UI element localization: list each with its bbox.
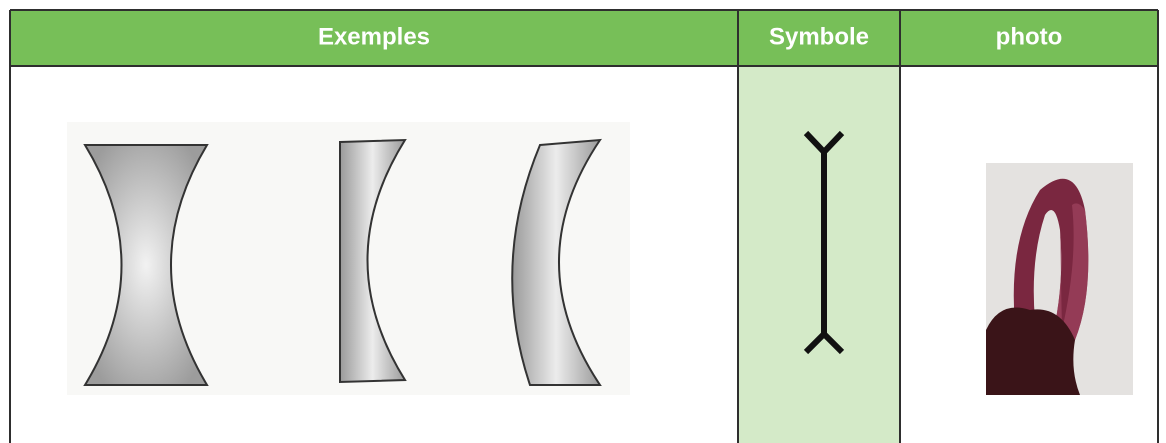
header-row [10,10,1158,66]
header-cell: Symbole [769,23,869,50]
lens-examples [67,122,630,395]
table-borders [9,9,1159,443]
lens-photo [986,163,1133,395]
symbol-cell [738,66,900,443]
header-cell: Exemples [318,23,430,50]
diverging-lens-symbol [803,130,845,355]
header-cell: photo [996,23,1063,50]
